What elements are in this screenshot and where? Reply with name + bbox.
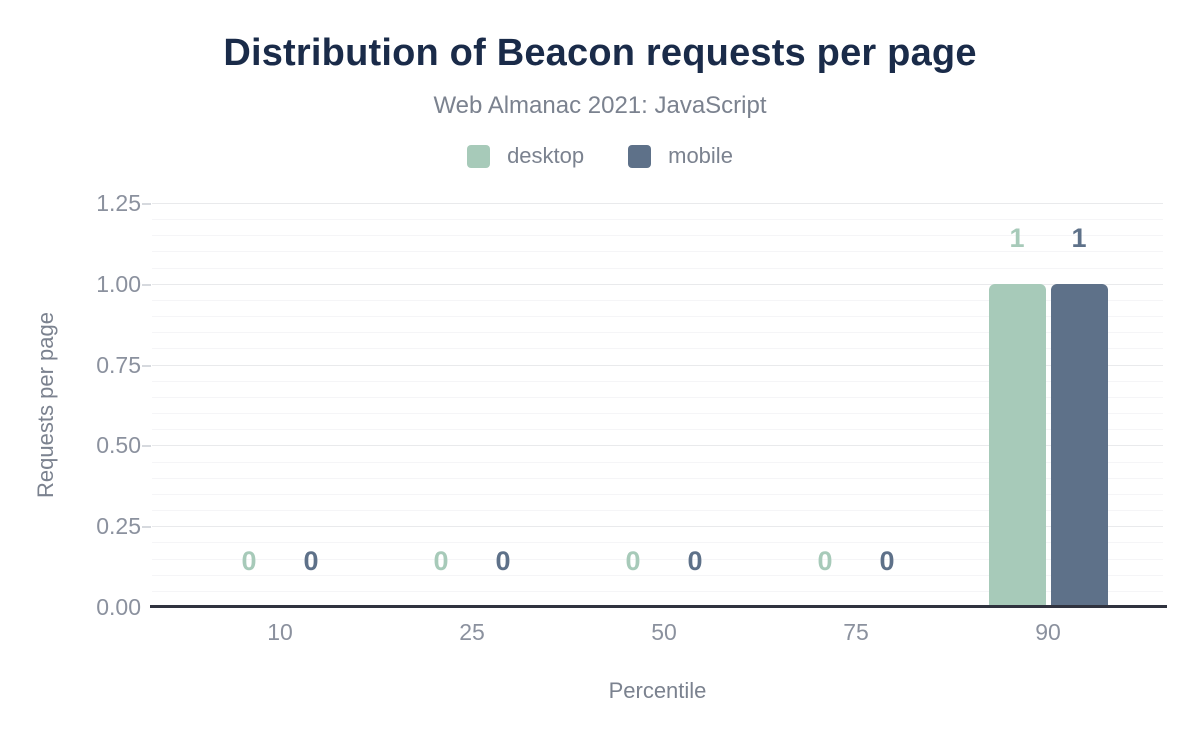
gridline-minor <box>152 461 1163 463</box>
legend-item-desktop[interactable]: desktop <box>467 143 584 169</box>
gridline-major <box>152 203 1163 204</box>
gridline-minor <box>152 267 1163 269</box>
value-label-desktop-p25: 0 <box>433 546 449 576</box>
legend: desktop mobile <box>0 143 1200 169</box>
gridline-minor <box>152 413 1163 415</box>
gridline-major <box>152 526 1163 528</box>
gridline-minor <box>152 332 1163 334</box>
value-label-desktop-p50: 0 <box>625 546 641 576</box>
x-tick-label-50: 50 <box>651 619 677 645</box>
legend-label-mobile: mobile <box>668 143 733 168</box>
gridline-minor <box>152 477 1163 479</box>
x-tick-label-75: 75 <box>843 619 869 645</box>
gridline-minor <box>152 219 1163 221</box>
gridline-major <box>152 445 1163 447</box>
legend-item-mobile[interactable]: mobile <box>628 143 733 169</box>
x-axis-title: Percentile <box>608 678 707 703</box>
legend-label-desktop: desktop <box>507 143 585 168</box>
gridline-minor <box>152 590 1163 592</box>
gridline-minor <box>152 235 1163 237</box>
gridline-major <box>152 283 1163 285</box>
y-tick-label: 0.00 <box>96 594 141 620</box>
gridline-minor <box>152 316 1163 318</box>
bar-mobile-p90[interactable] <box>1050 283 1108 607</box>
chart-title: Distribution of Beacon requests per page <box>223 32 977 74</box>
gridline-minor <box>152 380 1163 382</box>
gridline-minor <box>152 542 1163 544</box>
gridline-minor <box>152 348 1163 350</box>
mobile-swatch-icon <box>628 144 652 168</box>
value-label-desktop-p90: 1 <box>1009 222 1025 253</box>
desktop-swatch-icon <box>467 144 491 168</box>
x-tick-label-10: 10 <box>267 619 293 645</box>
chart-subtitle: Web Almanac 2021: JavaScript <box>433 92 767 119</box>
y-tick-mark <box>142 364 151 367</box>
y-tick-label: 0.50 <box>96 432 141 459</box>
gridline-minor <box>152 299 1163 301</box>
gridline-minor <box>152 574 1163 576</box>
plot-area: 0 0 0 0 0 0 0 0 1 1 <box>150 203 1167 608</box>
y-tick-label: 0.25 <box>96 513 141 540</box>
y-tick-mark <box>142 445 151 448</box>
bar-desktop-p90[interactable] <box>988 283 1046 607</box>
gridline-minor <box>152 558 1163 560</box>
value-label-desktop-p75: 0 <box>817 546 833 576</box>
y-axis-title: Requests per page <box>33 312 58 498</box>
value-label-mobile-p10: 0 <box>303 546 319 576</box>
value-label-mobile-p50: 0 <box>687 546 703 576</box>
x-tick-label-90: 90 <box>1035 619 1061 645</box>
y-tick-mark <box>142 203 151 205</box>
gridline-minor <box>152 251 1163 253</box>
gridline-minor <box>152 396 1163 398</box>
y-tick-label: 1.00 <box>96 270 141 297</box>
value-label-mobile-p75: 0 <box>879 546 895 576</box>
gridline-minor <box>152 510 1163 512</box>
y-tick-label: 0.75 <box>96 351 141 378</box>
y-tick-mark <box>142 526 151 529</box>
value-label-mobile-p25: 0 <box>495 546 511 576</box>
x-axis-line <box>150 605 1167 608</box>
value-label-mobile-p90: 1 <box>1071 222 1087 253</box>
y-tick-mark <box>142 283 151 286</box>
gridline-minor <box>152 493 1163 495</box>
value-label-desktop-p10: 0 <box>241 546 257 576</box>
y-tick-label: 1.25 <box>96 190 141 216</box>
gridline-minor <box>152 429 1163 431</box>
x-tick-label-25: 25 <box>459 619 485 645</box>
gridline-major <box>152 364 1163 366</box>
